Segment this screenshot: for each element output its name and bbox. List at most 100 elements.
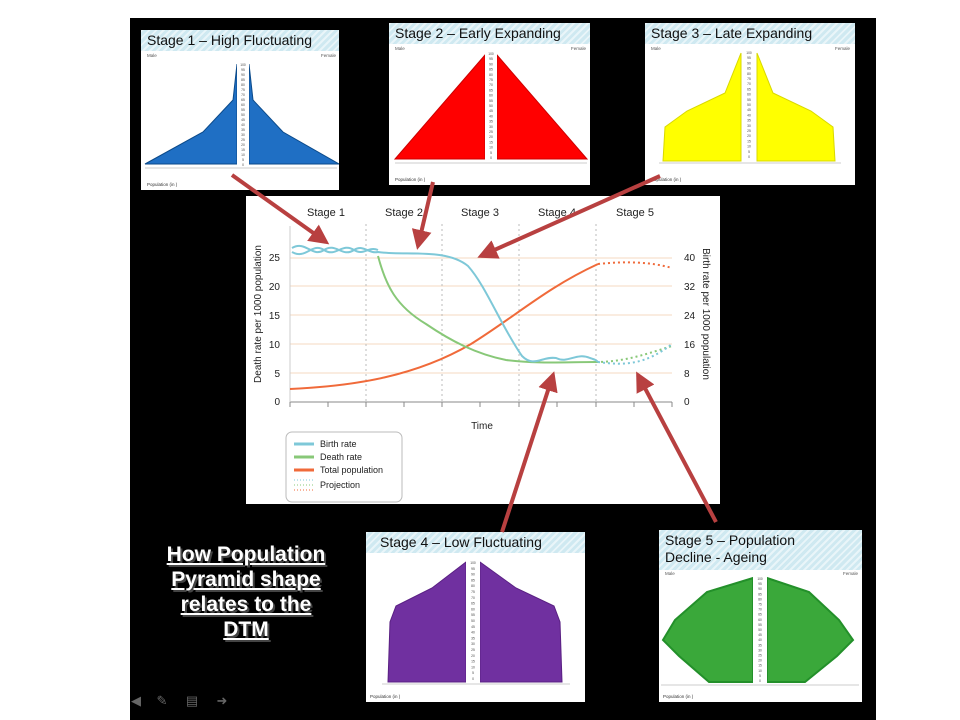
age-tick-label: 35 [489,120,493,124]
age-tick-label: 55 [241,108,245,112]
left-tick-15: 15 [269,311,281,322]
age-tick-label: 10 [241,153,245,157]
age-tick-label: 25 [758,654,762,658]
age-tick-label: 60 [241,103,245,107]
age-tick-label: 80 [241,83,245,87]
right-tick-32: 32 [684,282,696,293]
population-label: Population (in ) [663,694,694,699]
caption-line-3: relates to the [180,593,312,616]
death-rate-projection [595,345,673,363]
x-axis-label: Time [471,421,493,432]
pyramid-shape-stage5 [661,576,754,683]
population-label: Population (in ) [395,177,426,182]
age-tick-label: 55 [758,623,762,627]
age-tick-label: 20 [489,135,493,139]
pyramid-card-stage4: Stage 4 – Low Fluctuating 100 95 90 85 80 75 7… [366,532,585,702]
pyramid-title-stage5: Stage 5 – Population Decline - Ageing [659,530,862,570]
pyramid-title-stage4: Stage 4 – Low Fluctuating [366,532,585,553]
age-tick-label: 25 [471,648,475,652]
arrow-stage2 [411,181,435,250]
age-tick-label: 55 [747,98,751,102]
age-tick-label: 90 [489,62,493,66]
left-tick-25: 25 [269,253,281,264]
age-tick-label: 90 [241,73,245,77]
age-tick-label: 10 [758,669,762,673]
female-label: Female [571,46,587,51]
age-tick-label: 95 [758,582,762,586]
left-tick-20: 20 [269,282,281,293]
age-tick-label: 5 [759,674,761,678]
age-tick-label: 95 [747,56,751,60]
age-tick-label: 75 [241,88,245,92]
age-tick-label: 5 [490,151,492,155]
age-tick-label: 80 [471,584,475,588]
birth-rate-line [291,245,599,363]
age-tick-label: 0 [242,163,244,167]
age-tick-label: 0 [490,156,492,160]
left-tick-0: 0 [274,397,280,408]
male-label: Male [147,53,157,58]
pyramid-card-stage2: Stage 2 – Early Expanding Male Female 10… [389,23,590,185]
right-axis-label: Birth rate per 1000 population [700,248,711,380]
pyramid-shape-stage3-right [756,52,836,162]
pyramid-title-stage5-line1: Stage 5 – Population [665,532,795,548]
age-tick-label: 0 [748,155,750,159]
age-tick-label: 80 [758,597,762,601]
age-tick-label: 20 [471,654,475,658]
age-tick-label: 25 [489,130,493,134]
age-tick-label: 90 [758,587,762,591]
stage-header-1: Stage 1 [307,207,345,219]
male-label: Male [395,46,405,51]
age-tick-label: 15 [241,148,245,152]
age-tick-label: 70 [489,83,493,87]
pen-icon[interactable]: ✎ [156,693,168,708]
age-tick-label: 60 [758,618,762,622]
legend-total-population: Total population [320,465,383,475]
age-tick-label: 20 [747,134,751,138]
age-tick-label: 85 [471,578,475,582]
age-tick-label: 30 [758,648,762,652]
menu-icon[interactable]: ▤ [185,693,199,708]
slide-toolbar: ◀ ✎ ▤ ➜ [128,690,248,714]
age-tick-label: 0 [472,677,474,681]
population-label: Population (in ) [147,182,178,187]
age-tick-label: 55 [471,613,475,617]
age-tick-label: 85 [241,78,245,82]
age-tick-label: 55 [489,99,493,103]
previous-slide-icon[interactable]: ◀ [131,693,141,708]
age-tick-label: 5 [748,150,750,154]
age-tick-label: 100 [757,577,763,581]
age-tick-label: 45 [758,633,762,637]
legend-birth-rate: Birth rate [320,439,357,449]
age-tick-label: 90 [747,61,751,65]
age-tick-label: 75 [471,590,475,594]
right-tick-8: 8 [684,369,690,380]
next-slide-icon[interactable]: ➜ [216,693,228,708]
legend-death-rate: Death rate [320,452,362,462]
age-tick-label: 15 [747,139,751,143]
age-tick-label: 10 [471,665,475,669]
age-tick-label: 75 [489,78,493,82]
age-tick-label: 40 [758,638,762,642]
arrow-stage4 [500,371,558,533]
age-tick-label: 70 [758,608,762,612]
age-tick-label: 10 [747,145,751,149]
arrow-stage5 [636,371,718,523]
arrow-stage1 [230,173,330,245]
age-tick-label: 35 [747,119,751,123]
age-tick-label: 25 [241,138,245,142]
age-tick-label: 65 [489,88,493,92]
age-tick-label: 15 [471,660,475,664]
age-tick-label: 35 [758,643,762,647]
pyramid-title-stage3: Stage 3 – Late Expanding [645,23,855,44]
age-tick-label: 25 [747,129,751,133]
age-tick-label: 40 [471,631,475,635]
age-tick-label: 30 [471,642,475,646]
stage-header-3: Stage 3 [461,207,499,219]
age-tick-label: 70 [747,82,751,86]
arrow-stage3 [477,174,661,259]
female-label: Female [843,571,859,576]
age-tick-label: 15 [489,140,493,144]
age-tick-label: 45 [747,108,751,112]
age-tick-label: 75 [747,77,751,81]
